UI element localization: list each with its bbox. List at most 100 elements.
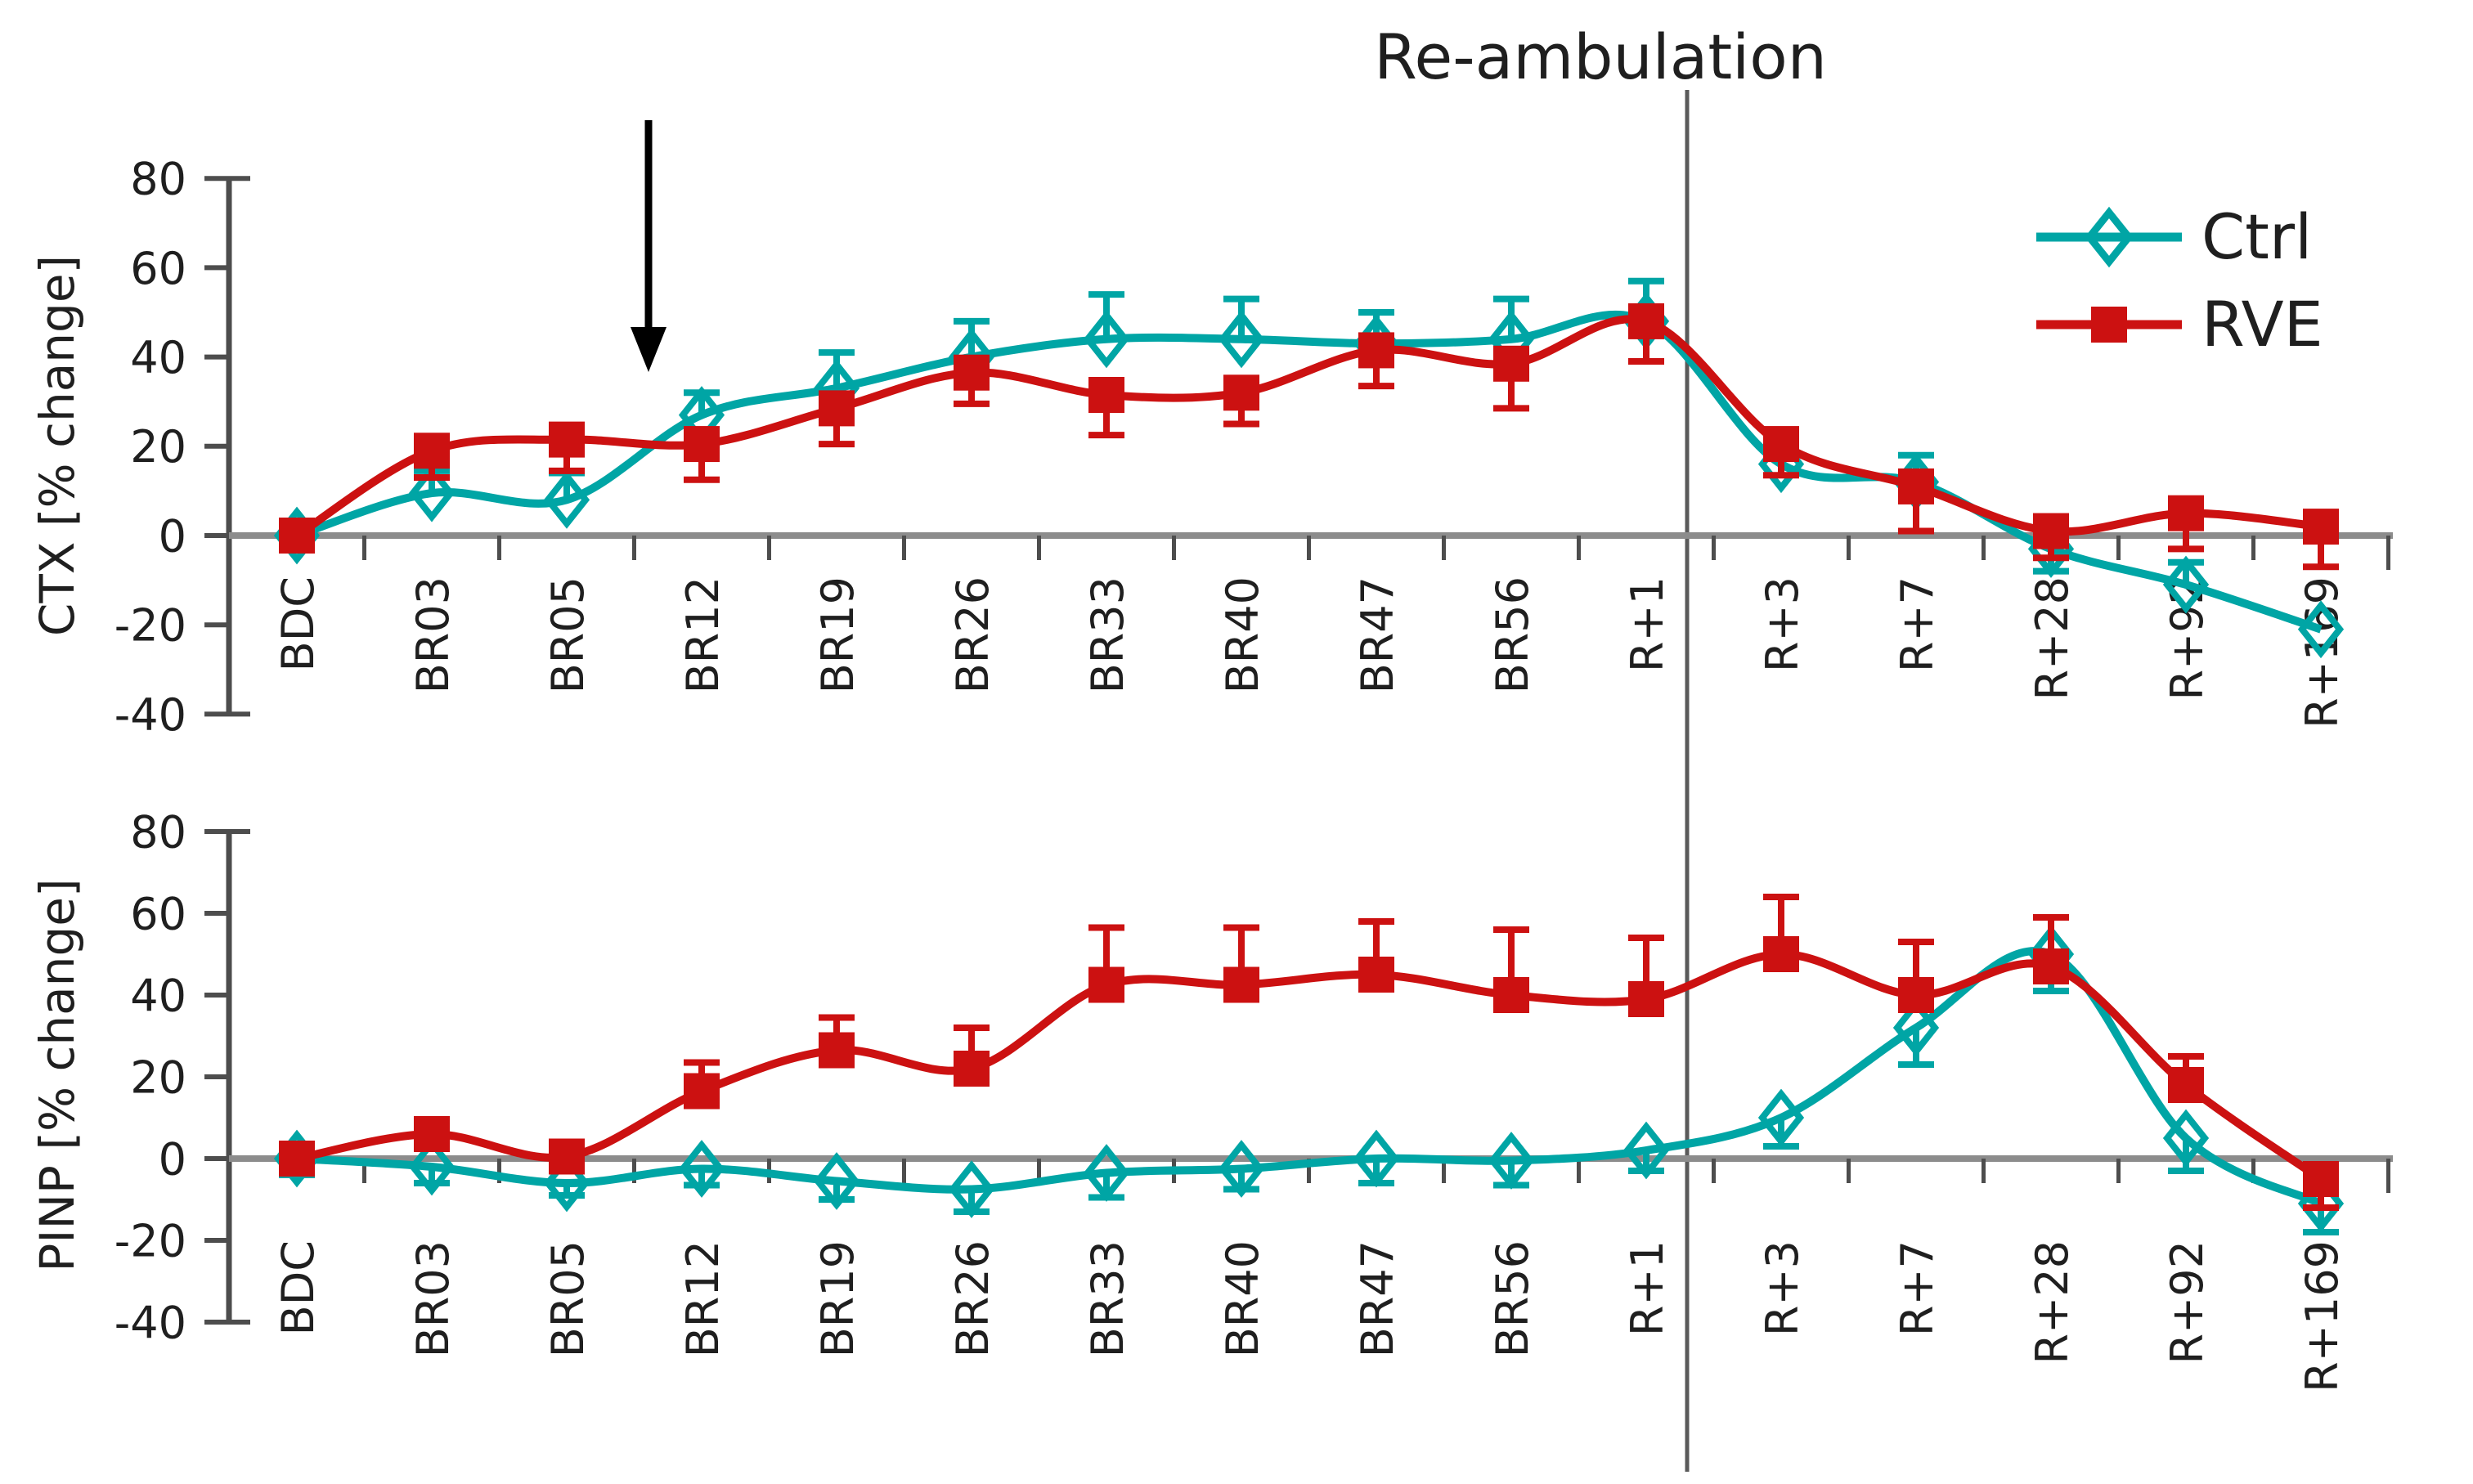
x-category-label: BR40 — [1217, 1240, 1268, 1357]
open-diamond-marker — [1218, 310, 1265, 369]
series-line — [295, 310, 2323, 634]
open-diamond-marker — [1353, 1129, 1400, 1188]
y-tick-label: 40 — [130, 970, 186, 1021]
series-rve — [279, 894, 2339, 1211]
filled-square-marker — [2033, 948, 2069, 984]
open-diamond-marker — [1083, 310, 1130, 369]
y-tick-label: 80 — [130, 154, 186, 205]
x-category-label: BR47 — [1352, 576, 1403, 693]
filled-square-marker — [954, 1051, 990, 1087]
filled-square-marker — [684, 1073, 720, 1110]
x-category-label: R+1 — [1622, 576, 1673, 672]
x-category-label: R+169 — [2296, 1240, 2348, 1392]
open-diamond-marker — [948, 1160, 995, 1218]
x-category-label: BR05 — [542, 1240, 594, 1357]
legend-item-ctrl: Ctrl — [2036, 200, 2312, 273]
x-category-label: BR33 — [1082, 1240, 1133, 1357]
legend-ctrl-label: Ctrl — [2201, 200, 2312, 273]
y-tick-label: 80 — [130, 806, 186, 858]
y-tick-label: 0 — [159, 510, 186, 562]
filled-square-marker — [1628, 981, 1664, 1017]
open-diamond-marker — [543, 470, 590, 529]
filled-square-marker — [2168, 1067, 2204, 1103]
x-category-label: R+92 — [2161, 1240, 2213, 1364]
y-tick-label: 20 — [130, 1051, 186, 1103]
series-rve — [279, 303, 2339, 571]
x-category-label: BR05 — [542, 576, 594, 693]
filled-square-marker — [819, 1032, 855, 1069]
open-diamond-marker — [1218, 1140, 1265, 1198]
y-tick-label: 60 — [130, 243, 186, 294]
filled-square-marker — [2303, 1161, 2339, 1197]
filled-square-marker — [1898, 977, 1934, 1013]
x-category-label: BR56 — [1487, 576, 1538, 693]
reambulation-label: Re-ambulation — [1374, 20, 1827, 93]
legend-rve-label: RVE — [2201, 288, 2323, 361]
filled-square-marker — [1088, 966, 1124, 1003]
filled-square-marker — [1223, 966, 1259, 1003]
x-category-label: R+28 — [2026, 1240, 2078, 1364]
x-category-label: BDC — [272, 576, 324, 671]
open-diamond-marker — [1488, 1132, 1535, 1190]
filled-square-marker — [1493, 345, 1529, 382]
chart-ctx: 80 60 40 20 0 -20 -40 BDC BR03 BR05 BR12 BR19 BR26 BR… — [29, 154, 2393, 741]
open-diamond-marker — [1083, 1144, 1130, 1202]
down-arrow-icon — [631, 327, 666, 372]
x-category-label: BR33 — [1082, 576, 1133, 693]
filled-square-marker — [279, 1141, 315, 1177]
charts-root: 80 60 40 20 0 -20 -40 BDC BR03 BR05 BR12 BR19 BR26 BR… — [29, 154, 2393, 1392]
filled-square-marker — [279, 518, 315, 554]
y-tick-label: -20 — [114, 1215, 186, 1267]
x-category-label: BR03 — [407, 1240, 459, 1357]
filled-square-marker — [1493, 977, 1529, 1013]
legend: Ctrl RVE — [2036, 200, 2323, 361]
x-category-label: R+92 — [2161, 576, 2213, 700]
open-diamond-marker — [543, 1154, 590, 1213]
filled-square-marker — [1358, 332, 1394, 369]
x-category-label: BR12 — [677, 1240, 729, 1357]
series-line — [296, 949, 2323, 1183]
open-diamond-marker — [1622, 1121, 1670, 1180]
x-category-label: R+28 — [2026, 576, 2078, 700]
open-diamond-marker — [408, 1137, 456, 1196]
filled-square-marker — [2303, 509, 2339, 545]
series-line — [294, 315, 2322, 540]
filled-square-marker — [954, 354, 990, 391]
y-tick-label: 20 — [130, 421, 186, 473]
legend-item-rve: RVE — [2036, 288, 2323, 361]
filled-square-marker — [1088, 377, 1124, 414]
x-category-label: R+7 — [1892, 1240, 1943, 1336]
filled-square-marker — [1763, 936, 1799, 972]
open-diamond-marker — [408, 464, 456, 522]
open-diamond-marker — [678, 1140, 725, 1198]
filled-square-marker — [2168, 495, 2204, 531]
chart-pinp: 80 60 40 20 0 -20 -40 BDC BR03 BR05 BR12 BR19 BR26 BR… — [29, 806, 2393, 1392]
y-tick-label: -20 — [114, 600, 186, 652]
x-category-label: R+3 — [1757, 1240, 1808, 1336]
y-tick-label: 40 — [130, 332, 186, 383]
filled-square-marker — [1763, 426, 1799, 463]
y-tick-label: 60 — [130, 888, 186, 939]
x-category-label: BR19 — [812, 1240, 864, 1357]
open-diamond-marker — [2297, 600, 2345, 659]
legend-ctrl-diamond-icon — [2085, 206, 2134, 268]
x-category-label: BDC — [272, 1240, 324, 1335]
open-diamond-marker — [2162, 555, 2210, 614]
filled-square-marker — [1628, 303, 1664, 339]
open-diamond-marker — [2162, 1109, 2210, 1168]
x-category-label: BR56 — [1487, 1240, 1538, 1357]
y-axis-title: PINP [% change] — [29, 878, 85, 1271]
x-category-label: BR12 — [677, 576, 729, 693]
series-line — [296, 947, 2323, 1208]
filled-square-marker — [1223, 374, 1259, 411]
x-category-label: R+7 — [1892, 576, 1943, 672]
y-tick-label: -40 — [114, 1297, 186, 1348]
y-tick-label: 0 — [159, 1133, 186, 1185]
filled-square-marker — [1898, 468, 1934, 504]
filled-square-marker — [1358, 957, 1394, 993]
y-axis-title: CTX [% change] — [29, 255, 85, 636]
x-category-label: BR47 — [1352, 1240, 1403, 1357]
filled-square-marker — [684, 426, 720, 463]
